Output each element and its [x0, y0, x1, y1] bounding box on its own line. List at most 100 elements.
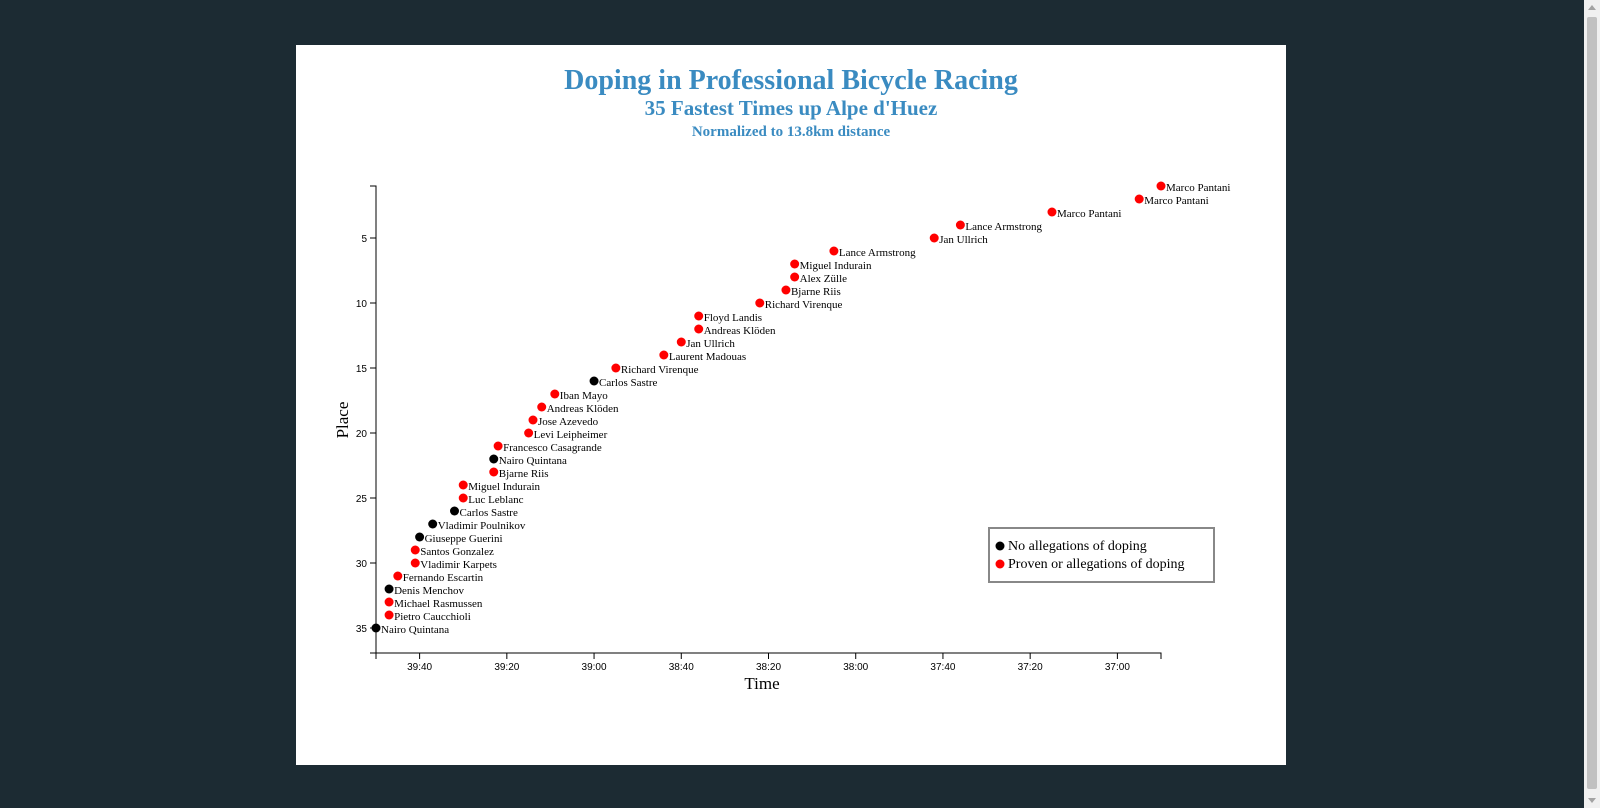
data-point-label: Andreas Klöden	[547, 403, 619, 415]
data-point-label: Levi Leipheimer	[534, 429, 608, 441]
x-tick-label: 39:40	[407, 662, 432, 673]
data-point	[781, 285, 791, 295]
data-point-label: Pietro Caucchioli	[394, 611, 471, 623]
legend-label-doping: Proven or allegations of doping	[1008, 557, 1185, 572]
y-tick-label: 25	[356, 494, 368, 505]
data-point	[393, 571, 403, 581]
data-point-label: Carlos Sastre	[460, 507, 518, 519]
y-tick-label: 10	[356, 299, 368, 310]
data-point-label: Vladimir Karpets	[420, 559, 497, 571]
data-point	[528, 415, 538, 425]
data-point-label: Floyd Landis	[704, 312, 762, 324]
x-tick-label: 38:20	[756, 662, 781, 673]
scatter-chart: Doping in Professional Bicycle Racing 35…	[333, 65, 1230, 693]
data-point-label: Luc Leblanc	[468, 494, 523, 506]
data-point-label: Michael Rasmussen	[394, 598, 483, 610]
x-tick-label: 37:00	[1105, 662, 1130, 673]
data-point	[694, 311, 704, 321]
y-ticks: 5 10 15 20 25 30 35	[356, 234, 376, 635]
data-point	[755, 298, 765, 308]
y-tick-label: 5	[361, 234, 367, 245]
y-axis-label: Place	[333, 402, 352, 439]
data-point	[524, 428, 534, 438]
data-point-label: Jan Ullrich	[686, 338, 735, 350]
x-tick-label: 39:00	[582, 662, 607, 673]
data-point-label: Francesco Casagrande	[503, 442, 602, 454]
data-point	[929, 233, 939, 243]
data-point-label: Vladimir Poulnikov	[438, 520, 526, 532]
data-point	[384, 584, 394, 594]
data-point-label: Nairo Quintana	[381, 624, 449, 636]
data-point-label: Lance Armstrong	[965, 221, 1042, 233]
data-point-label: Marco Pantani	[1057, 208, 1121, 220]
data-point-label: Fernando Escartin	[403, 572, 484, 584]
data-point	[589, 376, 599, 386]
x-tick-label: 37:20	[1018, 662, 1043, 673]
chart-subtitle-2: Normalized to 13.8km distance	[692, 124, 891, 140]
data-point-label: Jan Ullrich	[939, 234, 988, 246]
legend: No allegations of doping Proven or alleg…	[988, 527, 1215, 583]
data-point	[410, 545, 420, 555]
data-point-label: Denis Menchov	[394, 585, 464, 597]
legend-marker-no-doping	[995, 541, 1005, 551]
data-point	[537, 402, 547, 412]
chart-title: Doping in Professional Bicycle Racing	[564, 65, 1018, 96]
data-point-label: Marco Pantani	[1166, 182, 1230, 194]
data-point	[955, 220, 965, 230]
x-tick-label: 39:20	[494, 662, 519, 673]
data-point	[1047, 207, 1057, 217]
chart-subtitle: 35 Fastest Times up Alpe d'Huez	[645, 96, 938, 120]
data-point-label: Iban Mayo	[560, 390, 608, 402]
data-point	[659, 350, 669, 360]
scrollbar-thumb[interactable]	[1587, 17, 1597, 789]
data-point	[415, 532, 425, 542]
data-point-label: Miguel Indurain	[468, 481, 540, 493]
data-point	[1156, 181, 1166, 191]
data-point-label: Marco Pantani	[1144, 195, 1208, 207]
legend-box	[988, 527, 1215, 583]
data-point	[611, 363, 621, 373]
y-tick-label: 35	[356, 624, 368, 635]
data-point-label: Lance Armstrong	[839, 247, 916, 259]
data-point	[458, 480, 468, 490]
data-point	[694, 324, 704, 334]
data-point-label: Richard Virenque	[621, 364, 699, 376]
data-point-label: Miguel Indurain	[800, 260, 872, 272]
data-point-label: Richard Virenque	[765, 299, 843, 311]
vertical-scrollbar[interactable]	[1584, 0, 1600, 808]
data-point	[489, 454, 499, 464]
x-axis-label: Time	[744, 674, 779, 693]
data-point	[790, 272, 800, 282]
x-tick-label: 37:40	[930, 662, 955, 673]
data-point	[676, 337, 686, 347]
data-point-label: Laurent Madouas	[669, 351, 746, 363]
data-point	[410, 558, 420, 568]
data-point	[493, 441, 503, 451]
data-point-label: Giuseppe Guerini	[425, 533, 503, 545]
legend-label-no-doping: No allegations of doping	[1008, 539, 1147, 554]
data-point-label: Alex Zülle	[800, 273, 847, 285]
data-point	[384, 597, 394, 607]
x-tick-label: 38:00	[843, 662, 868, 673]
y-tick-label: 20	[356, 429, 368, 440]
data-point	[790, 259, 800, 269]
data-point-label: Jose Azevedo	[538, 416, 599, 428]
data-point	[829, 246, 839, 256]
scroll-up-arrow-icon[interactable]	[1588, 5, 1596, 10]
y-tick-label: 30	[356, 559, 368, 570]
data-point	[458, 493, 468, 503]
data-point-label: Bjarne Riis	[499, 468, 549, 480]
data-point	[450, 506, 459, 516]
scroll-down-arrow-icon[interactable]	[1588, 798, 1596, 803]
y-axis-line	[370, 185, 377, 654]
data-point	[489, 467, 499, 477]
data-point	[371, 623, 381, 633]
data-point	[1134, 194, 1144, 204]
data-point-label: Carlos Sastre	[599, 377, 657, 389]
data-point-label: Santos Gonzalez	[420, 546, 494, 558]
x-tick-label: 38:40	[669, 662, 694, 673]
chart-card: Doping in Professional Bicycle Racing 35…	[296, 45, 1286, 765]
data-point	[384, 610, 394, 620]
